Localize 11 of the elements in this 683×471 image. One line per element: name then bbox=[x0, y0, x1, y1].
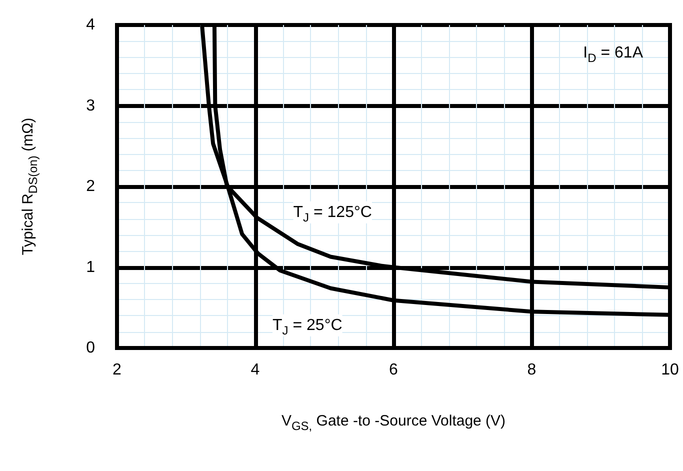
y-tick-label: 0 bbox=[86, 340, 96, 356]
y-tick-label: 1 bbox=[86, 258, 96, 276]
x-tick-label: 6 bbox=[389, 362, 398, 378]
y-tick-label: 4 bbox=[86, 16, 96, 34]
x-tick-label: 2 bbox=[112, 362, 122, 378]
x-tick-label: 10 bbox=[661, 362, 679, 378]
x-tick-label: 4 bbox=[250, 362, 260, 378]
y-tick-label: 2 bbox=[86, 178, 96, 195]
y-axis-title: Typical RDS(on) (mΩ) bbox=[20, 118, 40, 256]
x-tick-label: 8 bbox=[527, 362, 536, 378]
y-tick-label: 3 bbox=[86, 97, 96, 114]
